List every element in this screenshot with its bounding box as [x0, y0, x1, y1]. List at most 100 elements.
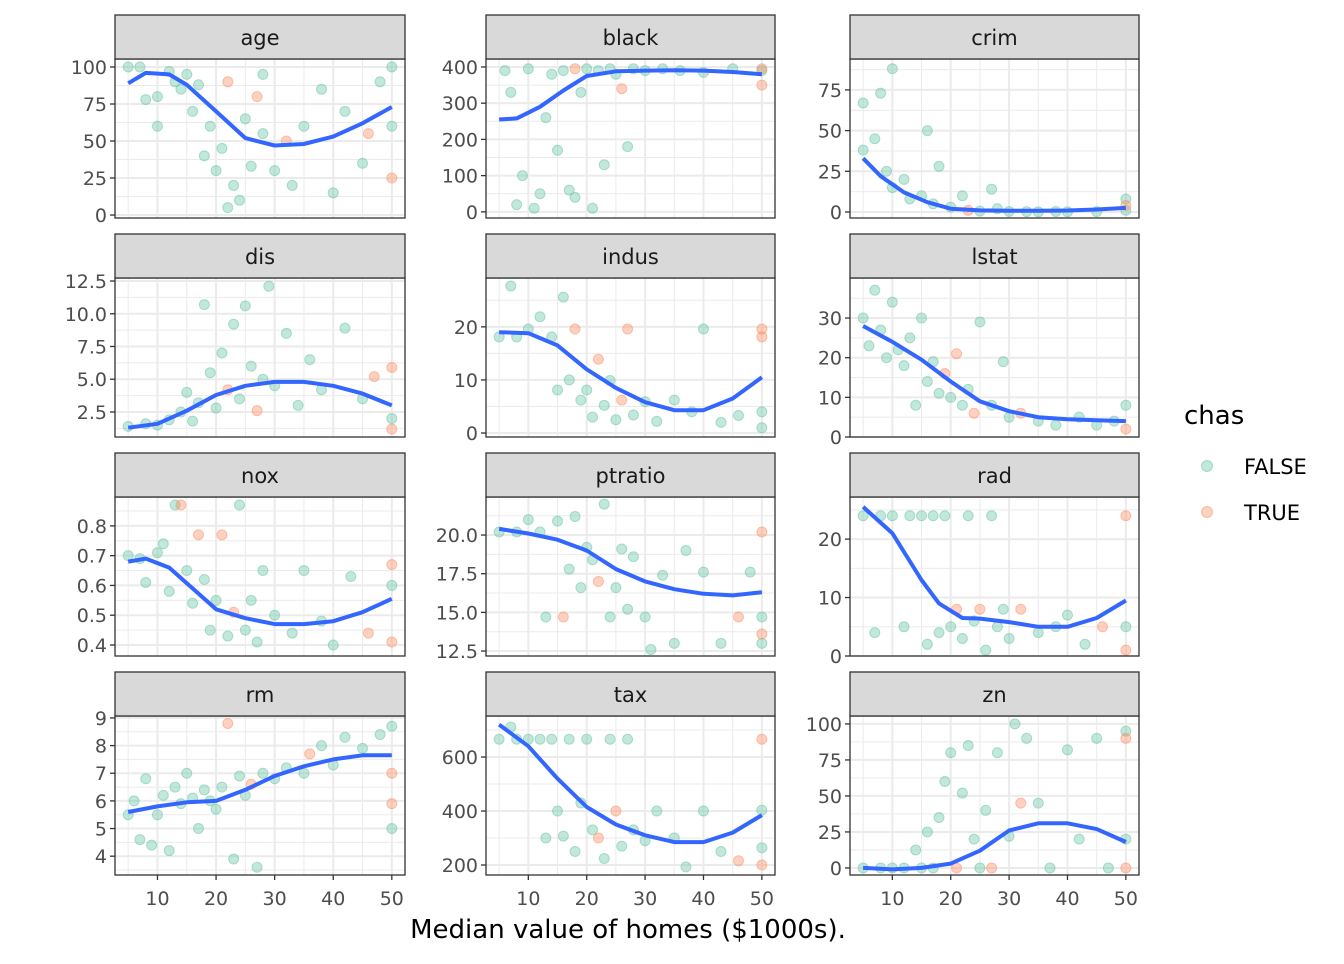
- data-point: [228, 318, 240, 330]
- smooth-line: [498, 526, 763, 598]
- facet-strip-label: rm: [246, 683, 275, 707]
- data-point: [540, 112, 552, 124]
- data-point: [880, 165, 892, 177]
- y-tick-label: 0: [466, 423, 478, 445]
- data-point: [668, 394, 680, 406]
- data-point: [198, 573, 210, 585]
- data-point: [563, 374, 575, 386]
- facet-strip: [114, 671, 406, 717]
- y-tick-label: 8: [95, 736, 107, 758]
- panel-crim: crim 0 25 50 75: [818, 14, 1140, 224]
- data-point: [327, 187, 339, 199]
- data-point: [534, 188, 546, 200]
- data-point: [1097, 621, 1109, 633]
- y-tick-label: 0: [830, 858, 842, 880]
- legend-key-true: [1201, 506, 1213, 518]
- data-point: [151, 547, 163, 559]
- data-point: [216, 347, 228, 359]
- smooth-line: [862, 821, 1127, 872]
- facet-strip-label: age: [240, 26, 279, 50]
- points-layer: [122, 280, 398, 435]
- data-point: [122, 61, 134, 73]
- data-point: [386, 120, 398, 132]
- data-point: [886, 63, 898, 75]
- data-point: [627, 409, 639, 421]
- data-point: [552, 384, 564, 396]
- data-point: [933, 627, 945, 639]
- smooth-line: [498, 68, 763, 122]
- data-point: [386, 579, 398, 591]
- data-point: [756, 331, 768, 343]
- data-point: [181, 767, 193, 779]
- data-point: [627, 551, 639, 563]
- data-point: [997, 356, 1009, 368]
- data-point: [857, 510, 869, 522]
- facet-strip: [485, 671, 776, 717]
- data-point: [222, 630, 234, 642]
- data-point: [575, 86, 587, 98]
- y-tick-label: 75: [818, 80, 842, 102]
- data-point: [575, 394, 587, 406]
- data-point: [169, 781, 181, 793]
- y-tick-label: 50: [83, 131, 107, 153]
- y-tick-label: 20.0: [436, 525, 478, 547]
- x-tick-label: 10: [880, 888, 904, 910]
- data-point: [616, 394, 628, 406]
- panel-background: [850, 497, 1139, 656]
- y-tick-label: 0: [830, 427, 842, 449]
- data-point: [540, 611, 552, 623]
- data-point: [563, 184, 575, 196]
- y-tick-label: 20: [818, 529, 842, 551]
- data-point: [181, 565, 193, 577]
- data-point: [756, 804, 768, 816]
- data-point: [651, 805, 663, 817]
- y-tick-label: 2.5: [77, 402, 107, 424]
- y-tick-label: 0.5: [77, 605, 107, 627]
- data-point: [228, 853, 240, 865]
- data-point: [592, 832, 604, 844]
- data-point: [316, 83, 328, 95]
- panel-ptratio: ptratio 12.5 15.0 17.5 20.0: [436, 452, 776, 663]
- data-point: [1079, 638, 1091, 650]
- data-point: [756, 842, 768, 854]
- panel-rad: rad 0 10 20: [818, 452, 1140, 668]
- data-point: [245, 360, 257, 372]
- data-point: [187, 105, 199, 117]
- x-tick-label: 50: [1114, 888, 1138, 910]
- data-point: [756, 611, 768, 623]
- data-point: [386, 767, 398, 779]
- y-tick-label: 50: [818, 786, 842, 808]
- data-point: [857, 97, 869, 109]
- data-point: [933, 160, 945, 172]
- data-point: [569, 323, 581, 335]
- data-point: [869, 627, 881, 639]
- y-tick-label: 25: [818, 161, 842, 183]
- data-point: [175, 83, 187, 95]
- y-tick-label: 4: [95, 846, 107, 868]
- points-layer: [857, 718, 1132, 874]
- data-point: [1073, 833, 1085, 845]
- data-point: [368, 371, 380, 383]
- data-point: [622, 141, 634, 153]
- data-point: [587, 202, 599, 214]
- data-point: [552, 144, 564, 156]
- y-tick-label: 200: [442, 129, 478, 151]
- y-tick-label: 0.4: [77, 635, 107, 657]
- legend-label-true: TRUE: [1243, 501, 1300, 525]
- data-point: [956, 399, 968, 411]
- smooth-line: [497, 722, 763, 845]
- x-tick-label: 50: [750, 888, 774, 910]
- data-point: [374, 76, 386, 88]
- data-point: [210, 594, 222, 606]
- data-point: [575, 582, 587, 594]
- data-point: [187, 597, 199, 609]
- points-layer: [857, 505, 1132, 656]
- data-point: [715, 846, 727, 858]
- panel-tax: tax 200 400 600 10 20 30 40 50: [442, 671, 776, 910]
- data-point: [386, 798, 398, 810]
- data-point: [715, 637, 727, 649]
- data-point: [898, 360, 910, 372]
- data-point: [563, 563, 575, 575]
- x-tick-label: 10: [145, 888, 169, 910]
- y-tick-label: 100: [442, 166, 478, 188]
